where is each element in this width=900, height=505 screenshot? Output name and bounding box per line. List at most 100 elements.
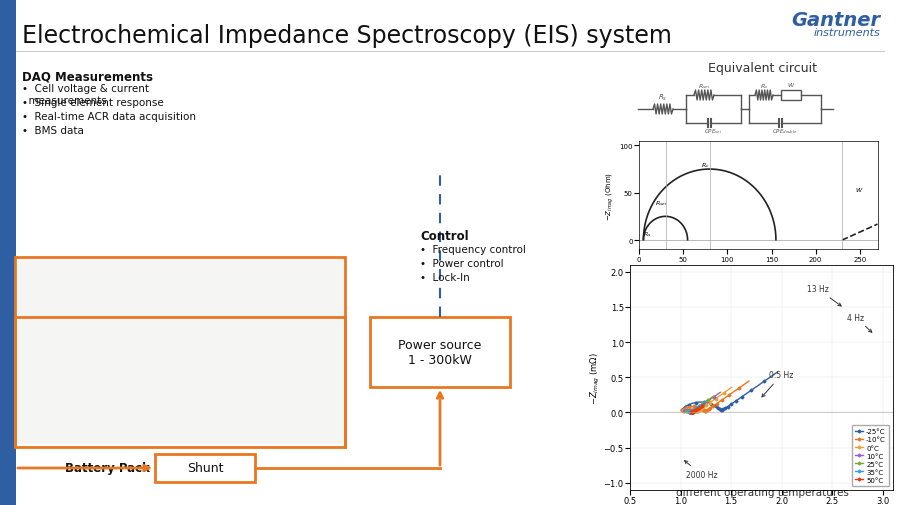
-10°C <box>702 407 713 413</box>
10°C <box>689 407 700 413</box>
-10°C <box>705 406 716 412</box>
Text: 4 Hz: 4 Hz <box>847 313 872 333</box>
Bar <box>155 454 255 482</box>
-10°C <box>743 378 754 384</box>
-25°C <box>741 391 751 397</box>
Text: •  BMS data: • BMS data <box>22 126 84 136</box>
0°C <box>693 408 704 414</box>
25°C <box>688 408 698 414</box>
10°C <box>679 408 689 414</box>
-10°C <box>699 408 710 414</box>
35°C <box>686 409 697 415</box>
50°C <box>685 409 696 415</box>
Bar <box>781 91 801 101</box>
X-axis label: $Z_{real}$ (Ohm): $Z_{real}$ (Ohm) <box>738 265 778 275</box>
25°C <box>708 393 719 399</box>
10°C <box>715 389 725 395</box>
-25°C <box>718 406 729 412</box>
25°C <box>687 409 698 415</box>
25°C <box>697 401 707 408</box>
50°C <box>687 410 698 416</box>
50°C <box>688 409 698 415</box>
Text: •  Frequency control: • Frequency control <box>420 244 526 255</box>
25°C <box>680 408 691 414</box>
10°C <box>687 409 698 415</box>
35°C <box>693 404 704 410</box>
10°C <box>701 399 712 406</box>
0°C <box>708 397 719 403</box>
-10°C <box>699 408 710 414</box>
Bar <box>15 258 345 447</box>
Line: 50°C: 50°C <box>689 403 706 414</box>
10°C <box>688 408 699 414</box>
Text: Measured EIS of a Lithium NMC battery at
different operating temperatures: Measured EIS of a Lithium NMC battery at… <box>652 476 871 497</box>
-25°C <box>717 407 728 413</box>
50°C <box>688 409 698 415</box>
35°C <box>701 398 712 405</box>
Text: Equivalent circuit: Equivalent circuit <box>707 62 816 75</box>
-10°C <box>702 407 713 413</box>
10°C <box>687 409 698 415</box>
Text: 13 Hz: 13 Hz <box>807 285 842 307</box>
Text: •  Power control: • Power control <box>420 259 504 269</box>
Text: •  Cell voltage & current
  measurements: • Cell voltage & current measurements <box>22 84 149 106</box>
Text: $R_{sei}$: $R_{sei}$ <box>655 198 668 208</box>
Text: 0.5 Hz: 0.5 Hz <box>762 371 794 397</box>
Text: $CPE_{double}$: $CPE_{double}$ <box>772 127 797 136</box>
Text: Power source
1 - 300kW: Power source 1 - 300kW <box>399 338 482 366</box>
0°C <box>678 408 688 414</box>
Y-axis label: $-Z_{imag}$ (Ohm): $-Z_{imag}$ (Ohm) <box>605 171 617 220</box>
0°C <box>693 408 704 414</box>
35°C <box>686 409 697 415</box>
Text: $W$: $W$ <box>855 185 864 193</box>
Text: •  Real-time ACR data acquisition: • Real-time ACR data acquisition <box>22 112 196 122</box>
Line: 35°C: 35°C <box>687 400 707 414</box>
Bar <box>18 260 344 444</box>
35°C <box>682 409 693 415</box>
-10°C <box>677 408 688 414</box>
Text: Shunt: Shunt <box>187 462 223 475</box>
Line: 10°C: 10°C <box>683 391 721 413</box>
10°C <box>689 408 700 414</box>
0°C <box>691 409 702 415</box>
25°C <box>687 408 698 414</box>
Line: 25°C: 25°C <box>685 395 715 413</box>
-10°C <box>722 394 733 400</box>
50°C <box>688 409 698 415</box>
Text: DAQ Measurements: DAQ Measurements <box>22 70 153 83</box>
Text: Battery Pack: Battery Pack <box>65 461 150 474</box>
35°C <box>687 408 698 414</box>
Text: $R_c$: $R_c$ <box>760 82 769 91</box>
Text: $R_c$: $R_c$ <box>701 161 709 170</box>
Text: $CPE_{sei}$: $CPE_{sei}$ <box>705 127 723 136</box>
35°C <box>685 410 696 416</box>
35°C <box>687 409 698 415</box>
0°C <box>695 406 706 412</box>
Line: -25°C: -25°C <box>680 372 778 411</box>
50°C <box>699 401 710 407</box>
0°C <box>691 409 702 415</box>
Text: Control: Control <box>420 230 469 242</box>
Legend: -25°C, -10°C, 0°C, 10°C, 25°C, 35°C, 50°C: -25°C, -10°C, 0°C, 10°C, 25°C, 35°C, 50°… <box>851 425 889 486</box>
Text: •  Single element response: • Single element response <box>22 98 164 108</box>
25°C <box>685 409 696 415</box>
Bar <box>370 317 510 387</box>
Text: $R_{sei}$: $R_{sei}$ <box>698 82 710 91</box>
Text: $W$: $W$ <box>787 81 796 89</box>
10°C <box>688 408 699 414</box>
50°C <box>687 410 698 416</box>
35°C <box>685 409 696 415</box>
-25°C <box>719 406 730 412</box>
Text: $R_s$: $R_s$ <box>658 93 668 103</box>
Text: Theoretical Nyquist curve: Theoretical Nyquist curve <box>681 265 842 277</box>
-10°C <box>703 407 714 413</box>
Text: 2000 Hz: 2000 Hz <box>685 461 717 479</box>
25°C <box>686 409 697 415</box>
Text: instruments: instruments <box>814 28 880 38</box>
Text: Gantner: Gantner <box>791 11 880 29</box>
50°C <box>688 409 699 415</box>
Line: 0°C: 0°C <box>682 386 733 413</box>
0°C <box>694 407 705 413</box>
Text: •  Lock-In: • Lock-In <box>420 273 470 282</box>
-25°C <box>721 405 732 411</box>
